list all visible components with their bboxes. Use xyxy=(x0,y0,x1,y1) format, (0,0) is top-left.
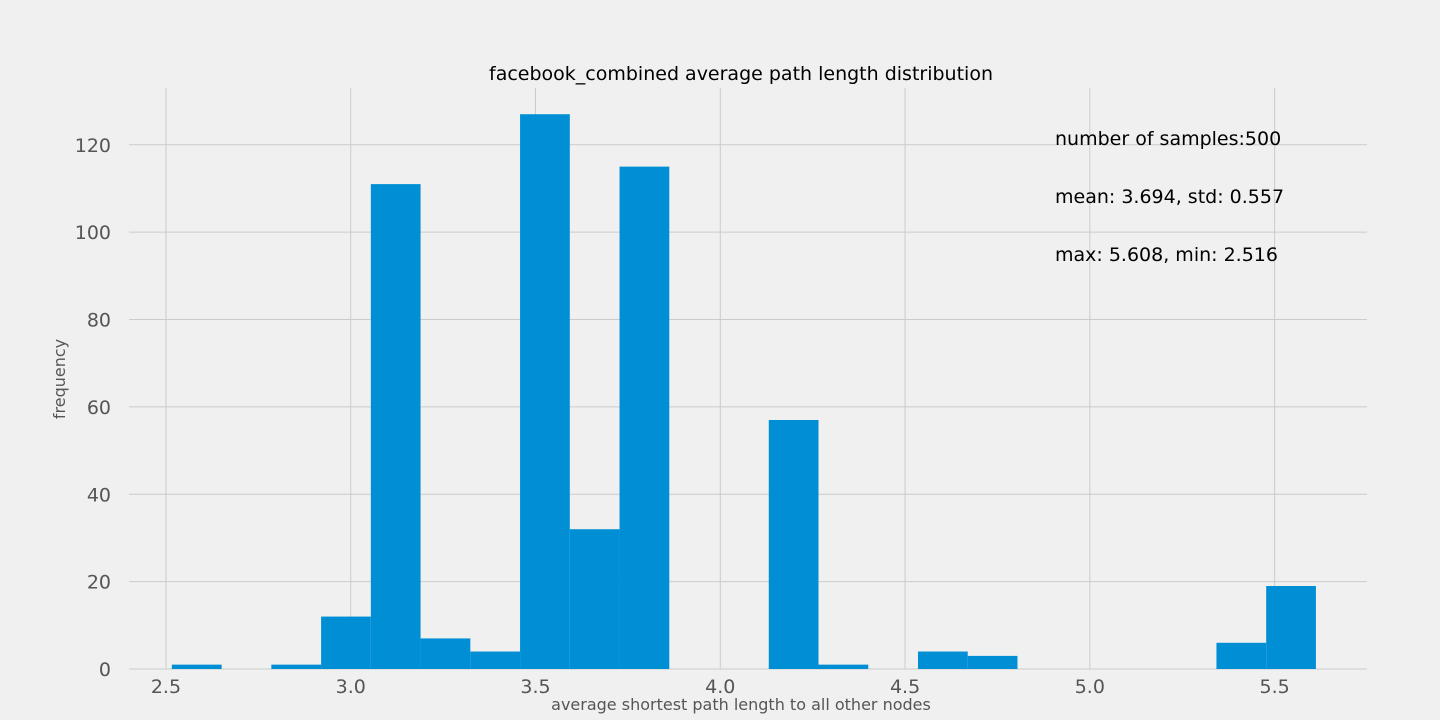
chart-title: facebook_combined average path length di… xyxy=(489,63,993,85)
x-tick-label: 3.5 xyxy=(520,676,550,698)
histogram-bar xyxy=(171,664,222,669)
histogram-bar xyxy=(1216,642,1267,669)
annotation-samples: number of samples:500 xyxy=(1055,128,1281,150)
histogram-bar xyxy=(520,114,570,670)
y-tick-label: 60 xyxy=(87,397,111,419)
histogram-bar xyxy=(420,638,471,669)
x-tick-label: 5.5 xyxy=(1260,676,1290,698)
histogram-bar xyxy=(967,655,1018,669)
x-axis-label: average shortest path length to all othe… xyxy=(551,695,931,714)
histogram-bar xyxy=(768,420,819,669)
x-tick-label: 5.0 xyxy=(1075,676,1105,698)
histogram-bar xyxy=(370,184,421,669)
y-axis-label: frequency xyxy=(50,339,69,419)
x-tick-label: 3.0 xyxy=(336,676,366,698)
y-tick-label: 40 xyxy=(87,484,111,506)
histogram-bar xyxy=(271,664,322,669)
annotation-max-min: max: 5.608, min: 2.516 xyxy=(1055,244,1278,266)
histogram-bar xyxy=(470,651,521,669)
y-tick-label: 120 xyxy=(75,135,111,157)
histogram-bars xyxy=(171,114,1316,670)
x-tick-label: 4.5 xyxy=(890,676,920,698)
histogram-bar xyxy=(917,651,968,669)
x-tick-labels: 2.5 3.0 3.5 4.0 4.5 5.0 5.5 xyxy=(151,676,1290,698)
histogram-bar xyxy=(1266,586,1316,669)
annotation-mean-std: mean: 3.694, std: 0.557 xyxy=(1055,186,1284,208)
y-tick-labels: 0 20 40 60 80 100 120 xyxy=(75,135,111,681)
y-tick-label: 20 xyxy=(87,572,111,594)
x-tick-label: 4.0 xyxy=(705,676,735,698)
histogram-bar xyxy=(569,529,620,669)
y-tick-label: 0 xyxy=(99,659,111,681)
histogram-bar xyxy=(321,616,371,669)
histogram-bar xyxy=(619,166,670,669)
y-tick-label: 80 xyxy=(87,310,111,332)
x-tick-label: 2.5 xyxy=(151,676,181,698)
histogram-bar xyxy=(818,664,869,669)
y-tick-label: 100 xyxy=(75,222,111,244)
